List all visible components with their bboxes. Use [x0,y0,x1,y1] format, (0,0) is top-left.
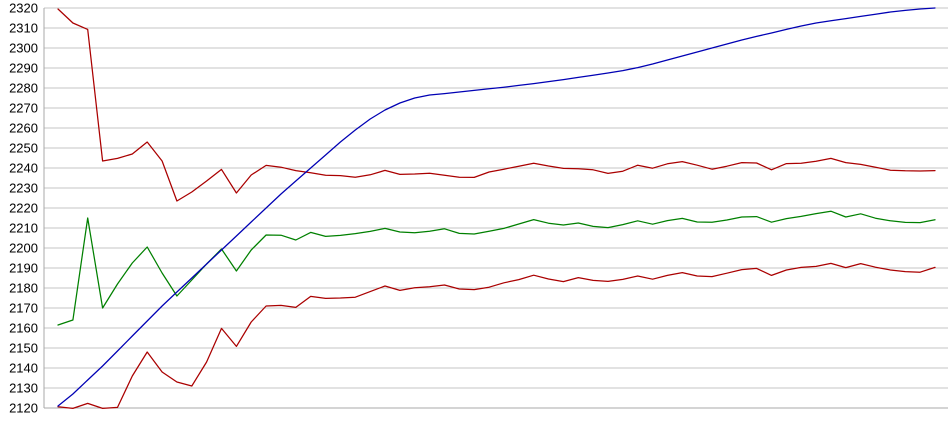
y-axis-label: 2260 [9,121,38,136]
y-axis-label: 2140 [9,361,38,376]
y-axis-label: 2250 [9,141,38,156]
y-axis-label: 2230 [9,181,38,196]
y-axis-label: 2160 [9,321,38,336]
y-axis-label: 2240 [9,161,38,176]
y-axis-label: 2120 [9,401,38,416]
y-axis-label: 2150 [9,341,38,356]
y-axis-label: 2190 [9,261,38,276]
y-axis-label: 2220 [9,201,38,216]
y-axis-label: 2170 [9,301,38,316]
series-upper-dark-red-line [57,8,936,202]
y-axis-label: 2300 [9,41,38,56]
y-axis-label: 2210 [9,221,38,236]
y-axis-label: 2180 [9,281,38,296]
y-axis-label: 2130 [9,381,38,396]
y-axis-label: 2270 [9,101,38,116]
series-lower-dark-red-line [57,262,936,410]
series-blue-line [57,7,936,407]
y-axis-label: 2200 [9,241,38,256]
y-axis-label: 2310 [9,21,38,36]
y-axis-label: 2320 [9,1,38,16]
y-axis-label: 2280 [9,81,38,96]
y-axis-label: 2290 [9,61,38,76]
